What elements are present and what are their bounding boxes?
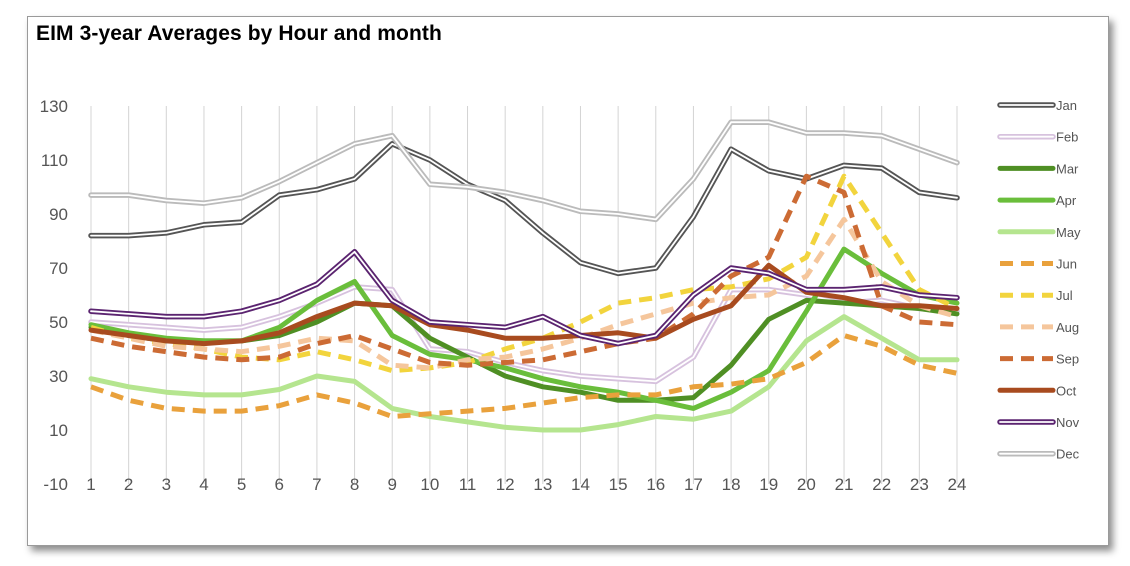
x-tick-label: 12 xyxy=(496,475,515,494)
y-tick-label: 30 xyxy=(49,367,68,386)
x-tick-label: 2 xyxy=(124,475,133,494)
legend-label: Jun xyxy=(1056,257,1077,272)
legend-label: Oct xyxy=(1056,383,1077,398)
x-tick-label: 4 xyxy=(199,475,208,494)
x-tick-label: 9 xyxy=(387,475,396,494)
legend-label: Jul xyxy=(1056,288,1073,303)
y-tick-label: -10 xyxy=(43,475,68,494)
legend-label: Apr xyxy=(1056,193,1077,208)
series-nov xyxy=(88,249,960,347)
series-jan xyxy=(88,141,960,277)
x-tick-label: 18 xyxy=(722,475,741,494)
y-tick-label: 110 xyxy=(41,151,68,170)
series-layer xyxy=(88,119,960,433)
x-tick-label: 14 xyxy=(571,475,590,494)
series-line-inner xyxy=(90,250,958,345)
legend-label: May xyxy=(1056,225,1081,240)
chart-card xyxy=(27,16,1109,546)
x-tick-label: 21 xyxy=(835,475,854,494)
legend-label: Feb xyxy=(1056,130,1078,145)
x-tick-label: 13 xyxy=(533,475,552,494)
series-line xyxy=(88,262,960,347)
x-tick-label: 23 xyxy=(910,475,929,494)
x-tick-label: 24 xyxy=(948,475,967,494)
x-tick-label: 20 xyxy=(797,475,816,494)
series-line-inner xyxy=(90,121,958,221)
x-tick-label: 16 xyxy=(646,475,665,494)
series-line xyxy=(90,333,958,419)
series-jun xyxy=(90,333,958,419)
legend-label: Aug xyxy=(1056,320,1079,335)
series-line xyxy=(90,173,958,368)
series-line-outer xyxy=(88,141,960,277)
series-line xyxy=(90,173,959,374)
y-tick-label: 10 xyxy=(49,421,68,440)
y-tick-label: 50 xyxy=(49,313,68,332)
legend: Jan Feb Mar Apr May Jun Jul Aug Sep Oct Nov Dec xyxy=(997,98,1081,462)
legend-label: Dec xyxy=(1056,447,1080,462)
x-tick-label: 15 xyxy=(609,475,628,494)
series-line-inner xyxy=(90,142,958,275)
x-tick-label: 6 xyxy=(275,475,284,494)
legend-label: Sep xyxy=(1056,352,1079,367)
x-tick-label: 3 xyxy=(162,475,171,494)
y-tick-label: 90 xyxy=(49,205,68,224)
legend-label: Nov xyxy=(1056,415,1080,430)
y-tick-label: 70 xyxy=(49,259,68,278)
x-tick-label: 22 xyxy=(872,475,891,494)
series-may xyxy=(88,314,960,433)
x-tick-label: 1 xyxy=(86,475,95,494)
legend-label: Mar xyxy=(1056,161,1079,176)
legend-label: Jan xyxy=(1056,98,1077,113)
chart-title: EIM 3-year Averages by Hour and month xyxy=(36,22,442,45)
x-tick-label: 8 xyxy=(350,475,359,494)
x-tick-label: 5 xyxy=(237,475,246,494)
series-line xyxy=(90,216,958,371)
series-line xyxy=(88,314,960,433)
x-tick-label: 17 xyxy=(684,475,703,494)
x-tick-label: 11 xyxy=(459,475,477,494)
x-tick-label: 7 xyxy=(312,475,321,494)
x-tick-label: 19 xyxy=(759,475,778,494)
series-dec xyxy=(88,119,960,223)
y-tick-label: 130 xyxy=(40,97,68,116)
x-tick-label: 10 xyxy=(420,475,439,494)
